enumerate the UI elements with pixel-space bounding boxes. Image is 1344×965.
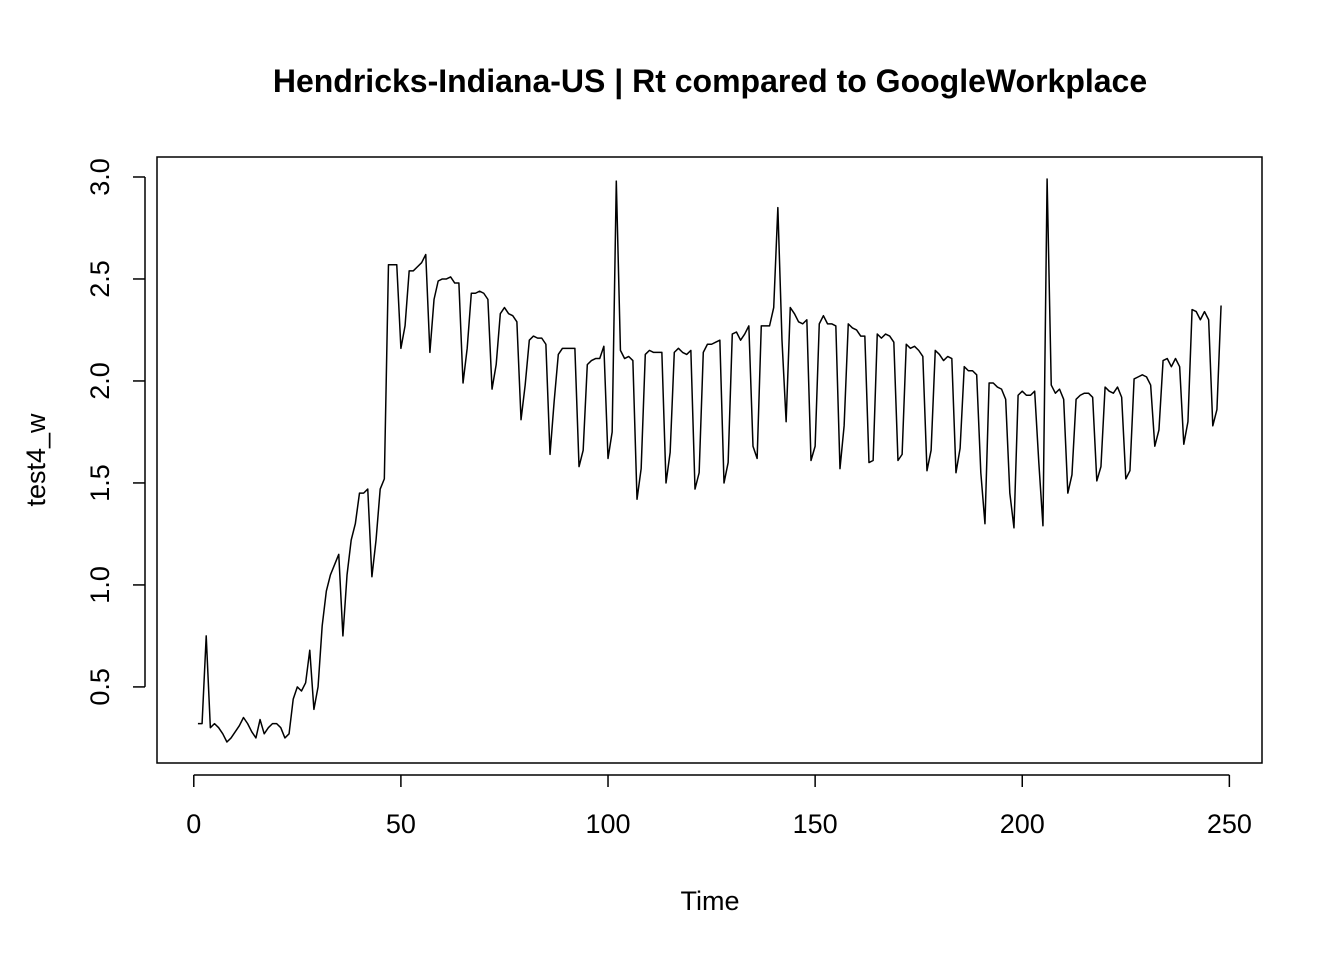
y-tick-label: 1.0 bbox=[85, 566, 115, 604]
y-tick-label: 1.5 bbox=[85, 464, 115, 502]
y-tick-label: 3.0 bbox=[85, 158, 115, 196]
x-tick-label: 250 bbox=[1207, 809, 1252, 839]
y-tick-label: 0.5 bbox=[85, 668, 115, 706]
x-tick-label: 150 bbox=[793, 809, 838, 839]
x-tick-label: 50 bbox=[386, 809, 416, 839]
y-tick-label: 2.5 bbox=[85, 260, 115, 298]
x-tick-label: 0 bbox=[186, 809, 201, 839]
x-axis-label: Time bbox=[681, 886, 740, 916]
x-tick-label: 200 bbox=[1000, 809, 1045, 839]
y-tick-label: 2.0 bbox=[85, 362, 115, 400]
plot-frame bbox=[156, 156, 1263, 764]
data-line bbox=[197, 178, 1222, 743]
y-axis-label: test4_w bbox=[21, 413, 51, 507]
chart-title: Hendricks-Indiana-US | Rt compared to Go… bbox=[273, 63, 1147, 99]
x-tick-label: 100 bbox=[585, 809, 630, 839]
